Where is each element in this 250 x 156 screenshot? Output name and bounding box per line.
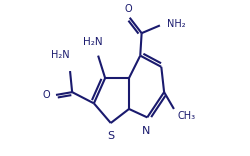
Text: CH₃: CH₃ [177,111,195,121]
Text: O: O [42,90,50,100]
Text: N: N [141,126,149,136]
Text: NH₂: NH₂ [166,19,185,29]
Text: S: S [107,131,114,141]
Text: H₂N: H₂N [51,50,69,60]
Text: O: O [124,3,132,14]
Text: H₂N: H₂N [83,37,102,47]
